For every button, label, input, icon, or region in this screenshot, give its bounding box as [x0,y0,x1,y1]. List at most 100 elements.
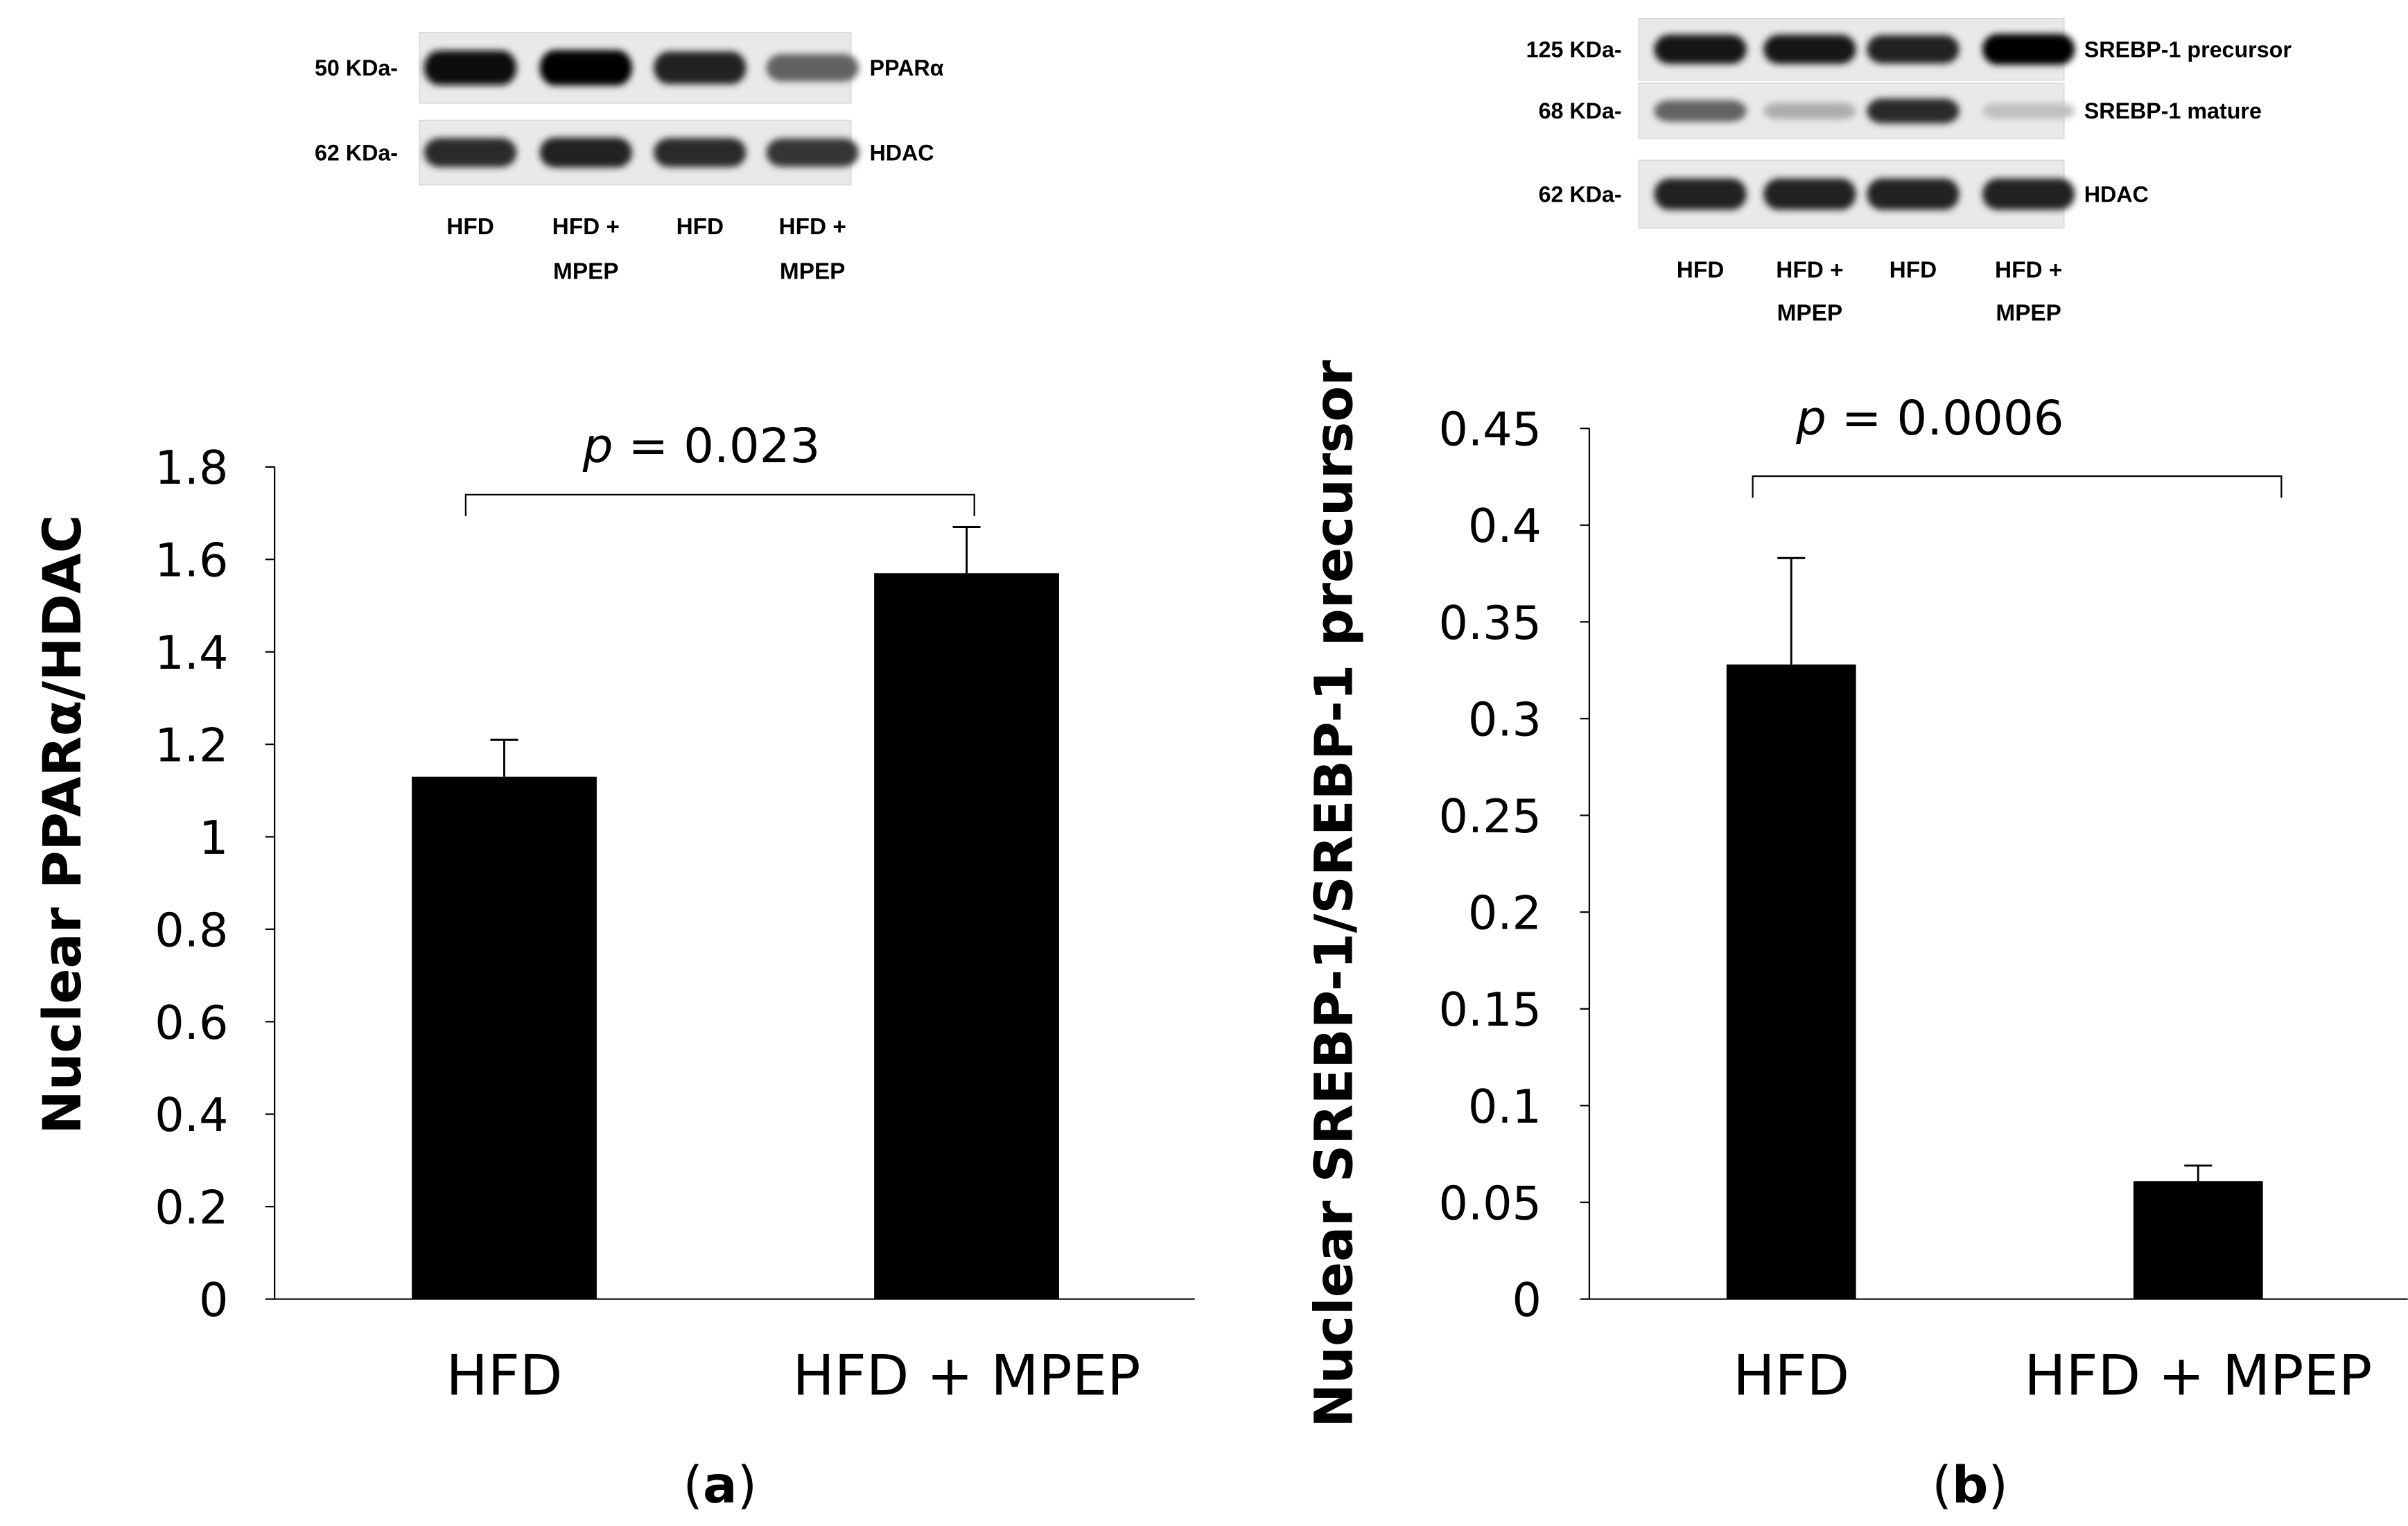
blot-band [1763,103,1856,120]
blot-band [1763,35,1856,64]
blot-band [1867,98,1960,124]
y-tick-label: 0.25 [1438,789,1542,843]
panel-letter-open: ( [1932,1456,1952,1515]
panel-letter-close: ) [1988,1456,2008,1515]
blot-lane-label: HFD [446,214,494,240]
blot-lane-label: HFD + [779,214,846,240]
y-tick-label: 0.35 [1438,596,1542,650]
blot-band [1982,178,2075,210]
y-tick-label: 0.4 [155,1088,228,1142]
blot-band [1654,100,1747,122]
blot-lane-label: HFD [677,214,724,240]
x-category-label: HFD [1733,1343,1849,1407]
panel-letter-text: b [1952,1456,1989,1515]
blot-lane-label: HFD + [1995,257,2062,283]
blot-band [539,137,633,168]
blot-row: 125 KDa- SREBP-1 precursor [1526,18,2292,81]
panel-b: 125 KDa- SREBP-1 precursor 68 KDa- SREBP-1 … [1303,18,2408,1515]
blot-band [424,138,517,168]
y-tick-label: 1.8 [155,441,228,495]
x-category-label: HFD + MPEP [2024,1343,2372,1407]
blot-lane-label: HFD [1677,257,1725,283]
axes: 0 0.05 0.1 0.15 0.2 0.25 0.3 0.35 0.4 0.45 [1438,403,2408,1327]
blot-size-label: 50 KDa- [315,55,398,80]
x-category-label: HFD + MPEP [793,1343,1141,1407]
blot-band [766,138,859,167]
y-tick-label: 0.2 [1468,886,1542,940]
blot-lane-label: HFD + [1776,257,1843,283]
blot-lane-label: MPEP [1777,301,1843,326]
y-tick-label: 1 [199,811,228,865]
blot-size-label: 125 KDa- [1526,37,1622,62]
x-category-label: HFD [446,1343,563,1407]
blot-protein-label: SREBP-1 precursor [2084,37,2292,62]
blot-band [1982,33,2075,65]
p-value: p = 0.0006 [1795,391,2064,446]
western-blot: 50 KDa- PPARα 62 KDa- HDAC HFD HFD + MPEP HFD HF… [315,32,944,284]
blot-band [1982,103,2075,119]
bar [2133,1181,2263,1299]
panel-letter-close: ) [738,1456,758,1515]
bar [1726,664,1856,1299]
y-tick-label: 0.3 [1468,692,1542,746]
blot-row: 62 KDa- HDAC [315,119,934,186]
significance-bracket [1752,475,2283,498]
y-axis-label: Nuclear SREBP-1/SREBP-1 precursor [1303,360,1364,1428]
panel-letter: (a) [683,1456,757,1515]
blot-lane-label: HFD + [552,214,620,240]
y-tick-label: 0 [1512,1273,1542,1327]
blot-protein-label: PPARα [869,55,943,80]
bar [874,573,1059,1299]
axes: 0 0.2 0.4 0.6 0.8 1 1.2 1.4 1.6 1.8 [155,441,1195,1327]
y-tick-label: 0.05 [1438,1176,1542,1230]
y-tick-label: 0 [199,1273,228,1327]
blot-band [654,138,747,168]
blot-band [1654,35,1747,64]
blot-size-label: 62 KDa- [315,140,398,165]
blot-band [1867,35,1960,64]
y-tick-label: 1.2 [155,719,228,773]
blot-lane-label: HFD [1890,257,1937,283]
panel-letter-open: ( [683,1456,703,1515]
y-tick-label: 0.2 [155,1181,228,1235]
significance-bracket [464,493,975,516]
western-blot: 125 KDa- SREBP-1 precursor 68 KDa- SREBP-1 … [1526,18,2292,326]
y-axis-label: Nuclear PPARα/HDAC [32,515,93,1134]
y-tick-label: 1.4 [155,626,228,680]
y-tick-label: 0.45 [1438,403,1542,457]
bar [412,776,597,1299]
y-tick-label: 0.8 [155,903,228,957]
y-tick-label: 0.15 [1438,983,1542,1037]
blot-band [1763,178,1856,210]
blot-band [1654,178,1747,210]
p-symbol: p [1795,391,1826,446]
blot-protein-label: SREBP-1 mature [2084,98,2262,123]
p-symbol: p [582,419,613,474]
blot-row: 62 KDa- HDAC [1539,159,2149,229]
blot-band [539,50,633,86]
y-tick-label: 0.6 [155,996,228,1050]
blot-lane-label: MPEP [780,258,846,284]
y-tick-label: 0.4 [1468,499,1542,553]
blot-band [424,50,517,85]
blot-row: 50 KDa- PPARα [315,32,944,104]
y-tick-label: 0.1 [1468,1080,1542,1134]
blot-size-label: 62 KDa- [1539,182,1622,207]
panel-letter: (b) [1932,1456,2008,1515]
blot-lane-label: MPEP [553,258,619,284]
blot-row: 68 KDa- SREBP-1 mature [1539,82,2262,139]
panel-a: 50 KDa- PPARα 62 KDa- HDAC HFD HFD + MPEP HFD HF… [32,32,1195,1515]
p-value: p = 0.023 [582,419,821,474]
blot-band [1867,178,1960,210]
blot-protein-label: HDAC [2084,182,2149,207]
blot-band [766,54,859,82]
blot-size-label: 68 KDa- [1539,98,1622,123]
p-value-text: = 0.023 [613,419,821,474]
panel-letter-text: a [703,1456,738,1515]
p-value-text: = 0.0006 [1826,391,2064,446]
y-tick-label: 1.6 [155,534,228,588]
blot-band [654,51,747,85]
blot-lane-label: MPEP [1996,301,2061,326]
